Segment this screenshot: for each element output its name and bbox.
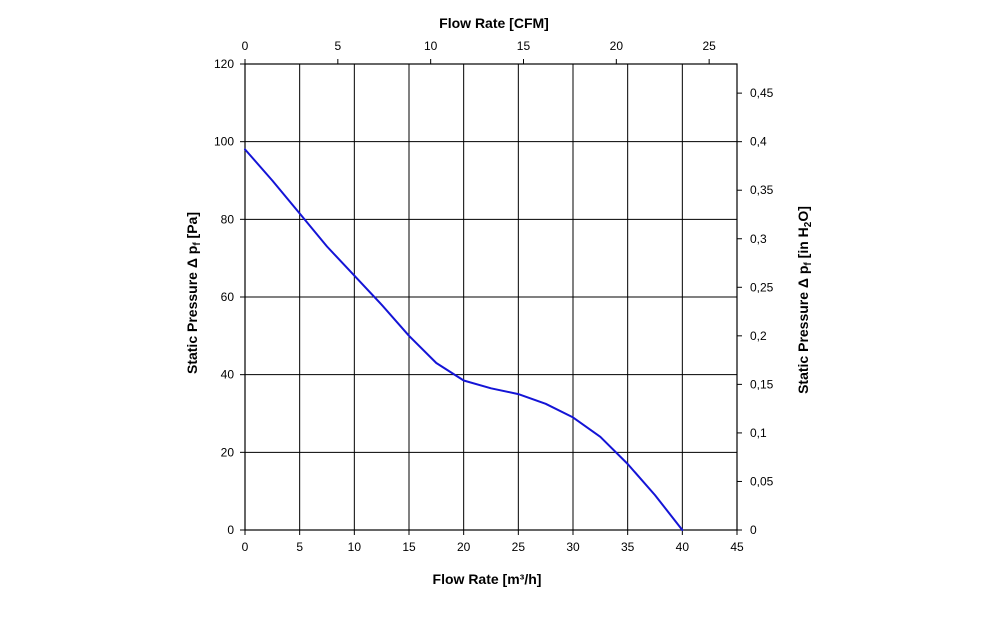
- axis-ticks: 0 5 10 15 20 25 30 35 40 45 0 20 40 60 80 100 120 0 5 10 15 2…: [214, 39, 774, 554]
- x-top-tick-label: 20: [610, 39, 624, 53]
- x-bottom-tick-label: 30: [566, 540, 580, 554]
- y-right-axis-title-main: Static Pressure Δ p: [795, 266, 811, 394]
- x-bottom-tick-label: 45: [730, 540, 744, 554]
- y-right-axis-title-unit-post: O]: [795, 206, 811, 222]
- y-left-tick-label: 60: [221, 290, 235, 304]
- y-left-axis-title-main: Static Pressure Δ p: [184, 246, 200, 374]
- y-right-tick-label: 0,1: [750, 426, 767, 440]
- y-right-tick-label: 0,4: [750, 135, 767, 149]
- x-top-tick-label: 10: [424, 39, 438, 53]
- y-right-tick-label: 0,15: [750, 377, 774, 391]
- y-right-tick-label: 0,35: [750, 183, 774, 197]
- y-right-tick-label: 0,3: [750, 232, 767, 246]
- x-bottom-tick-label: 5: [296, 540, 303, 554]
- y-left-tick-label: 120: [214, 57, 234, 71]
- y-left-axis-title-unit: [Pa]: [184, 212, 200, 242]
- x-bottom-tick-label: 20: [457, 540, 471, 554]
- y-left-axis-title: Static Pressure Δ pf [Pa]: [184, 212, 203, 374]
- x-bottom-tick-label: 0: [242, 540, 249, 554]
- y-left-tick-label: 100: [214, 135, 234, 149]
- y-right-axis-title-unit-sub: 2: [803, 221, 814, 227]
- x-top-axis-title: Flow Rate [CFM]: [439, 15, 549, 31]
- y-left-axis-title-sub: f: [192, 242, 203, 246]
- x-top-tick-label: 5: [334, 39, 341, 53]
- x-bottom-tick-label: 35: [621, 540, 635, 554]
- x-top-tick-label: 15: [517, 39, 531, 53]
- x-bottom-tick-label: 10: [348, 540, 362, 554]
- fan-curve-line: [244, 148, 684, 531]
- x-bottom-tick-label: 40: [676, 540, 690, 554]
- y-right-tick-label: 0,45: [750, 86, 774, 100]
- y-right-axis-title: Static Pressure Δ pf [in H2O]: [795, 206, 814, 394]
- x-bottom-tick-label: 15: [402, 540, 416, 554]
- y-left-tick-label: 20: [221, 445, 235, 459]
- x-bottom-tick-label: 25: [512, 540, 526, 554]
- y-left-tick-label: 80: [221, 212, 235, 226]
- y-right-tick-label: 0,2: [750, 329, 767, 343]
- y-right-tick-label: 0,05: [750, 474, 774, 488]
- y-left-tick-label: 0: [227, 523, 234, 537]
- y-right-axis-title-sub: f: [803, 262, 814, 266]
- grid-lines: [245, 64, 737, 530]
- y-right-axis-title-unit-pre: [in H: [795, 227, 811, 262]
- y-left-tick-label: 40: [221, 368, 235, 382]
- x-bottom-axis-title: Flow Rate [m³/h]: [433, 571, 542, 587]
- x-top-tick-label: 0: [242, 39, 249, 53]
- y-right-tick-label: 0: [750, 523, 757, 537]
- y-right-tick-label: 0,25: [750, 280, 774, 294]
- series-layer: [244, 148, 684, 531]
- x-top-tick-label: 25: [702, 39, 716, 53]
